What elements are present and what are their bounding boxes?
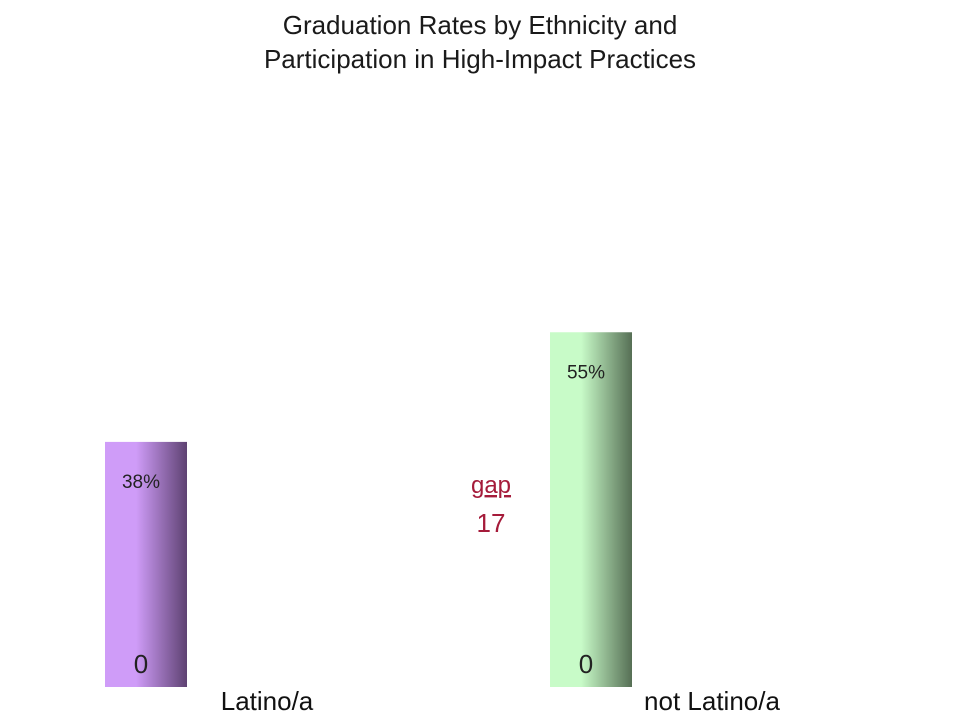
gap-annotation: gap 17 (471, 472, 511, 538)
bars-group (105, 332, 632, 687)
chart-title-line-2: Participation in High-Impact Practices (263, 44, 697, 74)
labels-group: 38% 0 Latino/a 55% 0 not Latino/a (122, 362, 781, 716)
bar-base-label: 0 (579, 649, 593, 679)
gap-label: gap (471, 472, 511, 499)
category-label: not Latino/a (644, 686, 780, 716)
bar-latino-a (105, 441, 187, 687)
bar-value-label: 38% (122, 472, 160, 493)
category-label: Latino/a (221, 686, 314, 716)
bar-value-label: 55% (567, 362, 605, 383)
bar-not-latino-a (550, 332, 632, 687)
gap-value: 17 (477, 508, 506, 538)
bar-base-label: 0 (134, 649, 148, 679)
chart-title-line-1: Graduation Rates by Ethnicity and (282, 10, 678, 40)
chart-title: Graduation Rates by Ethnicity and Partic… (0, 8, 960, 76)
